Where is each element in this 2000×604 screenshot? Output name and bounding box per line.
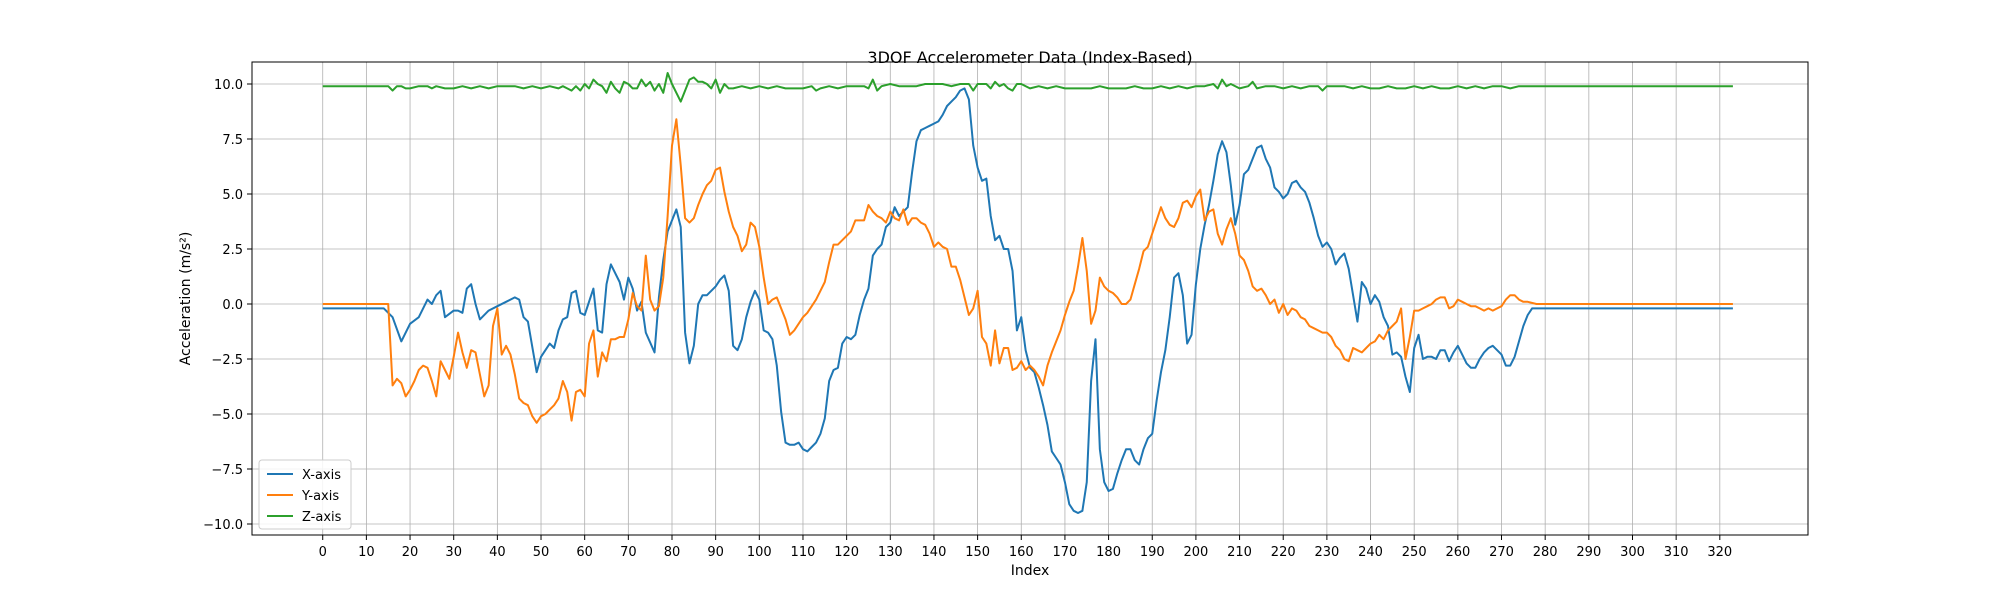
x-axis-ticks: 0 10 20 30 40 50 60 70 80 90 100 110 120 130 140 150 160… (319, 535, 1732, 560)
x-tick-label: 170 (1053, 545, 1078, 560)
chart-title: 3DOF Accelerometer Data (Index-Based) (867, 48, 1192, 67)
x-axis-label: Index (1011, 563, 1050, 579)
x-tick-label: 130 (878, 545, 903, 560)
plot-area (251, 61, 1809, 536)
x-tick-label: 20 (402, 545, 419, 560)
x-tick-label: 190 (1140, 545, 1165, 560)
x-tick-label: 120 (834, 545, 859, 560)
x-tick-label: 200 (1183, 545, 1208, 560)
series-line-x-axis (322, 87, 1733, 514)
x-tick-label: 250 (1402, 545, 1427, 560)
legend-box (258, 459, 352, 530)
x-tick-label: 270 (1489, 545, 1514, 560)
x-tick-label: 320 (1707, 545, 1732, 560)
x-tick-label: 150 (965, 545, 990, 560)
x-tick-label: 60 (576, 545, 593, 560)
x-tick-label: 300 (1620, 545, 1645, 560)
legend-label: X-axis (302, 468, 341, 483)
y-tick-label: −2.5 (211, 353, 243, 368)
x-tick-label: 50 (533, 545, 550, 560)
y-axis-ticks: 10.0 7.5 5.0 2.5 0.0 −2.5 −5.0 −7.5 −10.0 (203, 78, 252, 533)
x-tick-label: 260 (1445, 545, 1470, 560)
x-tick-label: 10 (358, 545, 375, 560)
y-tick-label: −5.0 (211, 408, 243, 423)
x-tick-label: 90 (707, 545, 724, 560)
x-tick-label: 240 (1358, 545, 1383, 560)
y-tick-label: 7.5 (222, 133, 243, 148)
y-tick-label: 5.0 (222, 188, 243, 203)
x-tick-label: 80 (664, 545, 681, 560)
x-tick-label: 230 (1314, 545, 1339, 560)
x-tick-label: 280 (1533, 545, 1558, 560)
series-line-z-axis (322, 72, 1733, 103)
series-lines (322, 72, 1733, 514)
x-tick-label: 220 (1271, 545, 1296, 560)
y-tick-label: −10.0 (203, 518, 243, 533)
y-axis-label: Acceleration (m/s²) (178, 232, 194, 366)
x-tick-label: 100 (747, 545, 772, 560)
x-tick-label: 110 (791, 545, 816, 560)
legend-label: Y-axis (301, 489, 339, 504)
x-tick-label: 180 (1096, 545, 1121, 560)
x-tick-label: 0 (319, 545, 327, 560)
x-tick-label: 210 (1227, 545, 1252, 560)
x-tick-label: 30 (445, 545, 462, 560)
x-tick-label: 40 (489, 545, 506, 560)
series-line-y-axis (322, 118, 1733, 424)
x-tick-label: 70 (620, 545, 637, 560)
y-tick-label: 2.5 (222, 243, 243, 258)
legend: X-axis Y-axis Z-axis (258, 459, 352, 530)
legend-label: Z-axis (302, 510, 342, 525)
x-tick-label: 160 (1009, 545, 1034, 560)
y-tick-label: −7.5 (211, 463, 243, 478)
y-tick-label: 10.0 (214, 78, 243, 93)
x-tick-label: 290 (1576, 545, 1601, 560)
y-tick-label: 0.0 (222, 298, 243, 313)
x-tick-label: 310 (1664, 545, 1689, 560)
x-tick-label: 140 (922, 545, 947, 560)
